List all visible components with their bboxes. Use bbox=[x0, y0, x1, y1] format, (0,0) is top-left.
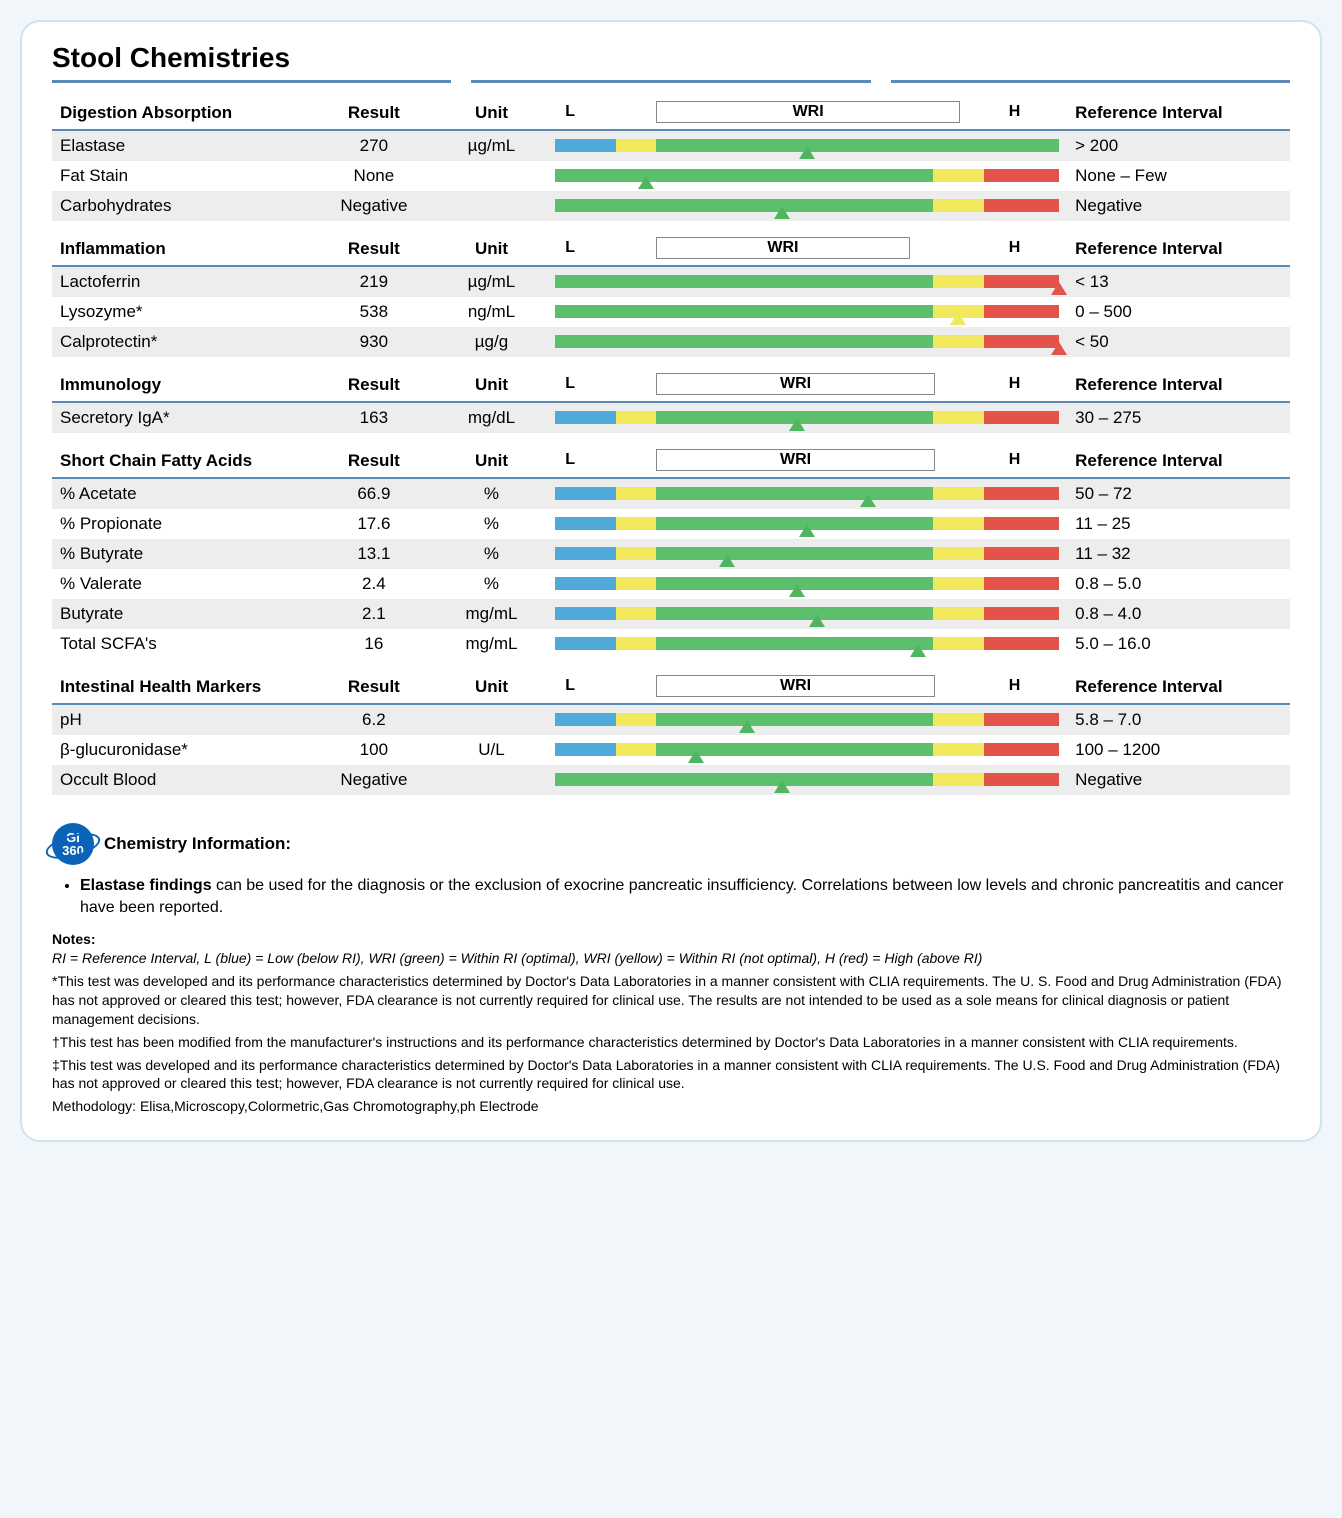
section-table: InflammationResultUnitLWRIHReference Int… bbox=[52, 231, 1290, 357]
info-bullet: Elastase findings can be used for the di… bbox=[80, 875, 1290, 918]
section-table: Intestinal Health MarkersResultUnitLWRIH… bbox=[52, 669, 1290, 795]
table-row: Lysozyme*538ng/mL0 – 500 bbox=[52, 297, 1290, 327]
table-row: Secretory IgA*163mg/dL30 – 275 bbox=[52, 402, 1290, 433]
notes-dagger: †This test has been modified from the ma… bbox=[52, 1033, 1290, 1052]
section-table: ImmunologyResultUnitLWRIHReference Inter… bbox=[52, 367, 1290, 433]
chemistry-info: GI360 Chemistry Information: Elastase fi… bbox=[52, 823, 1290, 1116]
section-table: Digestion AbsorptionResultUnitLWRIHRefer… bbox=[52, 95, 1290, 221]
table-row: Butyrate2.1mg/mL0.8 – 4.0 bbox=[52, 599, 1290, 629]
section-table: Short Chain Fatty AcidsResultUnitLWRIHRe… bbox=[52, 443, 1290, 659]
table-row: β-glucuronidase*100U/L100 – 1200 bbox=[52, 735, 1290, 765]
table-row: Lactoferrin219µg/mL< 13 bbox=[52, 266, 1290, 297]
table-row: CarbohydratesNegativeNegative bbox=[52, 191, 1290, 221]
results-tables: Digestion AbsorptionResultUnitLWRIHRefer… bbox=[52, 95, 1290, 805]
table-row: % Propionate17.6%11 – 25 bbox=[52, 509, 1290, 539]
notes-ddagger: ‡This test was developed and its perform… bbox=[52, 1056, 1290, 1094]
notes-block: Notes: RI = Reference Interval, L (blue)… bbox=[52, 930, 1290, 1116]
notes-legend: RI = Reference Interval, L (blue) = Low … bbox=[52, 950, 982, 966]
report-title: Stool Chemistries bbox=[52, 42, 1290, 74]
table-row: Total SCFA's16mg/mL5.0 – 16.0 bbox=[52, 629, 1290, 659]
notes-heading: Notes: bbox=[52, 931, 96, 947]
table-row: Elastase270µg/mL> 200 bbox=[52, 130, 1290, 161]
notes-star: *This test was developed and its perform… bbox=[52, 972, 1290, 1029]
table-row: % Valerate2.4%0.8 – 5.0 bbox=[52, 569, 1290, 599]
notes-method: Methodology: Elisa,Microscopy,Colormetri… bbox=[52, 1097, 1290, 1116]
table-row: % Butyrate13.1%11 – 32 bbox=[52, 539, 1290, 569]
chemistry-info-list: Elastase findings can be used for the di… bbox=[80, 875, 1290, 918]
table-row: pH6.25.8 – 7.0 bbox=[52, 704, 1290, 735]
chemistry-info-heading: Chemistry Information: bbox=[104, 834, 291, 854]
title-rules bbox=[52, 80, 1290, 83]
table-row: Occult BloodNegativeNegative bbox=[52, 765, 1290, 795]
report-card: Stool Chemistries Digestion AbsorptionRe… bbox=[20, 20, 1322, 1142]
table-row: Calprotectin*930µg/g< 50 bbox=[52, 327, 1290, 357]
table-row: Fat StainNoneNone – Few bbox=[52, 161, 1290, 191]
table-row: % Acetate66.9%50 – 72 bbox=[52, 478, 1290, 509]
gi360-logo-icon: GI360 bbox=[52, 823, 94, 865]
